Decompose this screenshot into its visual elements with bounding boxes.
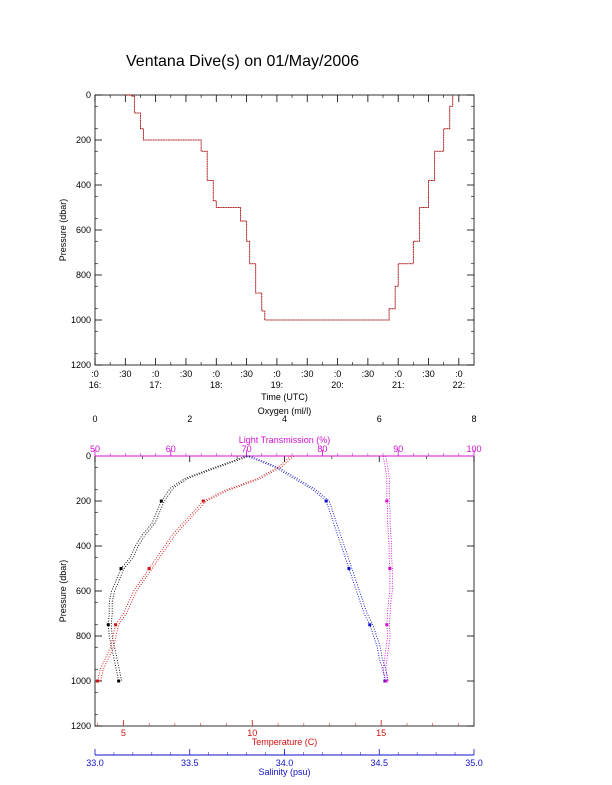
light-tick-label: 70 — [242, 444, 252, 454]
top-x-tick-label: :30 — [301, 369, 314, 379]
top-hour-label: 19: — [271, 380, 284, 390]
light-profile-1 — [385, 455, 393, 682]
light-marker — [385, 623, 389, 627]
light-axis-label: Light Transmission (%) — [239, 435, 331, 445]
top-x-tick-label: :0 — [273, 369, 281, 379]
top-x-tick-label: :30 — [119, 369, 132, 379]
temperature-tick-label: 15 — [376, 728, 386, 738]
bottom-y-tick-label: 1200 — [71, 721, 91, 731]
top-y-tick-label: 0 — [86, 90, 91, 100]
light-tick-label: 80 — [317, 444, 327, 454]
oxygen-profile-1 — [110, 455, 250, 682]
salinity-marker — [368, 623, 372, 627]
temperature-marker — [147, 567, 151, 570]
top-y-tick-label: 600 — [76, 225, 91, 235]
oxygen-marker — [159, 499, 163, 503]
bottom-y-tick-label: 600 — [76, 586, 91, 596]
oxygen-marker — [106, 623, 110, 627]
bottom-y-tick-label: 1000 — [71, 676, 91, 686]
bottom-plot-frame — [94, 455, 475, 727]
top-x-tick-label: :0 — [91, 369, 99, 379]
oxygen-marker — [119, 567, 123, 570]
bottom-y-tick-label: 800 — [76, 631, 91, 641]
salinity-marker — [347, 567, 351, 570]
temperature-tick-label: 10 — [247, 728, 257, 738]
top-x-tick-label: :0 — [455, 369, 463, 379]
salinity-axis-label: Salinity (psu) — [258, 767, 310, 777]
temperature-axis-label: Temperature (C) — [252, 737, 318, 747]
light-marker — [388, 567, 392, 570]
oxygen-profile-0 — [107, 455, 247, 682]
oxygen-tick-label: 4 — [282, 414, 287, 424]
top-x-tick-label: :0 — [334, 369, 342, 379]
bottom-y-tick-label: 200 — [76, 496, 91, 506]
oxygen-marker — [117, 679, 121, 683]
light-tick-label: 50 — [90, 444, 100, 454]
light-tick-label: 60 — [166, 444, 176, 454]
top-hour-label: 20: — [331, 380, 344, 390]
dive-pressure-chart: 020040060080010001200:0:30:0:30:0:30:0:3… — [58, 90, 475, 402]
top-x-axis-label: Time (UTC) — [261, 392, 308, 402]
oxygen-tick-label: 6 — [377, 414, 382, 424]
bottom-y-tick-label: 400 — [76, 541, 91, 551]
top-x-tick-label: :30 — [422, 369, 435, 379]
top-x-tick-label: :30 — [240, 369, 253, 379]
bottom-y-axis-label: Pressure (dbar) — [58, 560, 68, 623]
temperature-marker — [96, 679, 100, 683]
top-y-axis-label: Pressure (dbar) — [58, 199, 68, 262]
light-marker — [385, 499, 389, 503]
salinity-tick-label: 35.0 — [465, 758, 483, 768]
temperature-marker — [114, 623, 118, 627]
temperature-profile-1 — [100, 455, 295, 682]
bottom-y-tick-label: 0 — [86, 451, 91, 461]
top-x-tick-label: :30 — [362, 369, 375, 379]
top-x-tick-label: :30 — [180, 369, 193, 379]
salinity-profile-1 — [249, 455, 389, 682]
light-marker — [384, 679, 388, 683]
top-y-tick-label: 1000 — [71, 315, 91, 325]
top-y-tick-label: 400 — [76, 180, 91, 190]
top-hour-label: 16: — [89, 380, 102, 390]
salinity-tick-label: 33.5 — [181, 758, 199, 768]
temperature-profile-0 — [97, 455, 292, 682]
top-hour-label: 17: — [149, 380, 162, 390]
top-y-tick-label: 200 — [76, 135, 91, 145]
top-hour-label: 22: — [453, 380, 466, 390]
oxygen-axis-label: Oxygen (ml/l) — [258, 406, 312, 416]
top-x-tick-label: :0 — [213, 369, 221, 379]
oxygen-tick-label: 2 — [187, 414, 192, 424]
light-tick-label: 100 — [466, 444, 481, 454]
temperature-marker — [201, 499, 205, 503]
temperature-tick-label: 5 — [121, 728, 126, 738]
salinity-marker — [324, 499, 328, 503]
top-x-tick-label: :0 — [394, 369, 402, 379]
salinity-tick-label: 33.0 — [86, 758, 104, 768]
top-hour-label: 21: — [392, 380, 405, 390]
top-x-tick-label: :0 — [152, 369, 160, 379]
top-plot-frame — [94, 94, 475, 366]
profile-chart: 0 200 400 600 800 1000 1200 Pressure (dbar) 0 2 4 6… — [58, 406, 483, 777]
oxygen-tick-label: 0 — [92, 414, 97, 424]
salinity-profile-0 — [246, 455, 386, 682]
salinity-tick-label: 34.0 — [276, 758, 294, 768]
dive-trace-0 — [125, 94, 454, 321]
top-y-tick-label: 1200 — [71, 360, 91, 370]
top-y-tick-label: 800 — [76, 270, 91, 280]
top-hour-label: 18: — [210, 380, 223, 390]
salinity-tick-label: 34.5 — [370, 758, 388, 768]
dive-trace-dots-0 — [125, 94, 454, 321]
chart-title: Ventana Dive(s) on 01/May/2006 — [126, 53, 359, 70]
light-tick-label: 90 — [393, 444, 403, 454]
oxygen-tick-label: 8 — [471, 414, 476, 424]
